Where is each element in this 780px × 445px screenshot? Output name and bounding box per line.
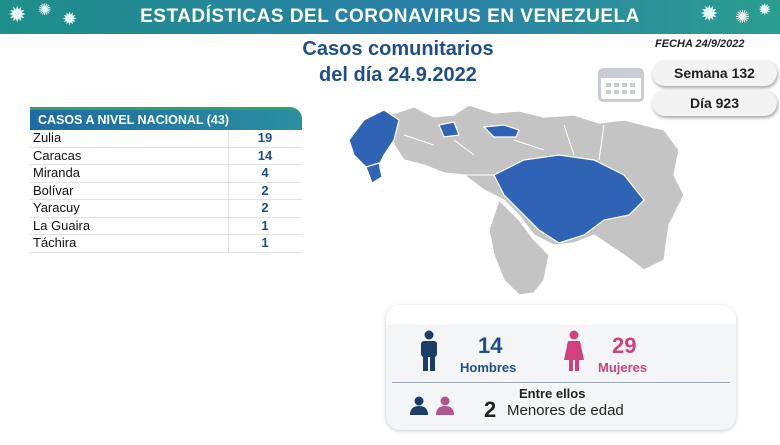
case-count: 1: [261, 235, 269, 250]
state-name: Zulia: [33, 130, 62, 145]
men-count: 14: [478, 333, 503, 358]
female-icon: [564, 330, 584, 371]
date-label: FECHA 24/9/2022: [655, 38, 745, 50]
women-count: 29: [612, 333, 637, 358]
page-title: ESTADÍSTICAS DEL CORONAVIRUS EN VENEZUEL…: [140, 6, 640, 27]
table-row: Zulia 19: [30, 130, 302, 148]
state-name: Miranda: [33, 165, 80, 180]
headline: Casos comunitarios del día 24.9.2022: [268, 36, 528, 88]
case-count: 2: [261, 200, 269, 215]
case-count: 4: [261, 165, 269, 180]
map-region-bolivar: [493, 154, 645, 244]
virus-icon: ✹: [700, 1, 719, 26]
case-count: 19: [257, 130, 273, 145]
women-label: Mujeres: [598, 360, 648, 375]
venezuela-map: [348, 104, 685, 296]
map-region-yaracuy: [438, 121, 460, 138]
minors-label: Menores de edad: [507, 402, 624, 419]
table-row: Bolívar 2: [30, 182, 302, 200]
calendar-icon: [598, 68, 644, 102]
virus-icon: ✹: [758, 2, 772, 19]
headline-line-1: Casos comunitarios: [302, 38, 494, 60]
men-label: Hombres: [460, 360, 517, 375]
table-row: Caracas 14: [30, 147, 302, 165]
table-row: Miranda 4: [30, 165, 302, 183]
case-count: 2: [261, 182, 269, 198]
minors-count: 2: [484, 397, 497, 422]
children-icon: [410, 396, 454, 415]
day-badge: Día 923: [652, 90, 777, 116]
demographics-card-top: [386, 305, 736, 325]
among-them-label: Entre ellos: [519, 386, 586, 401]
table-row: Yaracuy 2: [30, 200, 302, 218]
divider: [392, 382, 730, 383]
male-icon: [421, 330, 437, 371]
calendar-grid: [606, 83, 635, 94]
virus-icon: ✹: [8, 2, 27, 27]
virus-icon: ✺: [38, 2, 52, 19]
state-name: Caracas: [33, 147, 82, 163]
state-name: Bolívar: [33, 182, 74, 198]
cases-table: CASOS A NIVEL NACIONAL (43) Zulia 19 Cara…: [30, 107, 302, 253]
case-count: 1: [261, 217, 269, 233]
headline-line-2: del día 24.9.2022: [319, 64, 477, 86]
case-count: 14: [257, 147, 273, 163]
week-badge: Semana 132: [652, 60, 777, 86]
title-banner: [0, 0, 780, 34]
map-region-zulia: [348, 109, 400, 177]
map-region-tachira: [365, 162, 383, 184]
table-header: CASOS A NIVEL NACIONAL (43): [30, 107, 302, 130]
table-row: Táchira 1: [30, 235, 302, 253]
state-name: Yaracuy: [33, 200, 80, 215]
virus-icon: ✺: [735, 7, 751, 27]
virus-icon: ✹: [62, 9, 78, 29]
map-region-capital: [482, 124, 520, 138]
map-borders: [403, 124, 605, 176]
table-row: La Guaira 1: [30, 217, 302, 235]
state-name: Táchira: [33, 235, 77, 250]
map-region-south: [488, 198, 550, 296]
state-name: La Guaira: [33, 217, 91, 233]
